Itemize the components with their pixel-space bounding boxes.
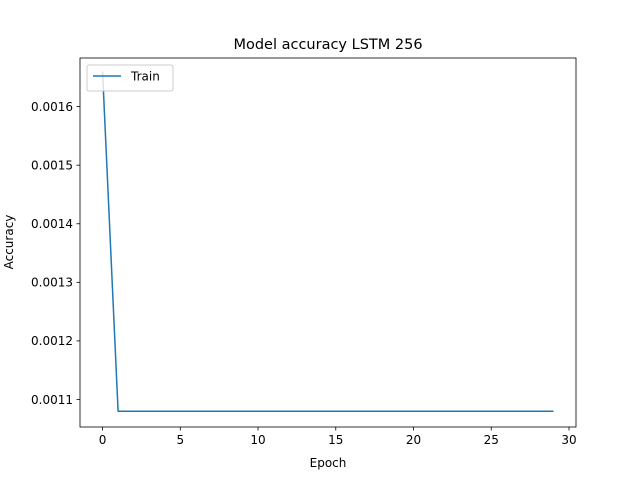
x-axis-label: Epoch xyxy=(310,456,347,470)
x-tick-label: 20 xyxy=(406,433,421,447)
y-tick-label: 0.0011 xyxy=(31,393,73,407)
series-line-train xyxy=(101,71,554,412)
y-axis-label: Accuracy xyxy=(2,215,16,270)
chart-title: Model accuracy LSTM 256 xyxy=(233,37,422,53)
x-axis-ticks: 0 5 10 15 20 25 30 xyxy=(99,427,577,447)
y-tick-label: 0.0013 xyxy=(31,276,73,290)
plot-area-frame xyxy=(79,57,577,428)
y-tick-label: 0.0012 xyxy=(31,334,73,348)
x-tick-label: 25 xyxy=(484,433,499,447)
y-tick-label: 0.0014 xyxy=(31,217,73,231)
legend-label-train: Train xyxy=(130,70,160,84)
y-tick-label: 0.0015 xyxy=(31,158,73,172)
y-axis-ticks: 0.0011 0.0012 0.0013 0.0014 0.0015 0.0016 xyxy=(31,100,80,407)
legend-box xyxy=(86,64,174,92)
legend: Train xyxy=(86,64,174,92)
x-tick-label: 10 xyxy=(250,433,265,447)
x-tick-label: 0 xyxy=(99,433,107,447)
series-layer xyxy=(101,71,554,412)
x-tick-label: 15 xyxy=(328,433,343,447)
y-tick-label: 0.0016 xyxy=(31,100,73,114)
x-tick-label: 30 xyxy=(561,433,576,447)
x-tick-label: 5 xyxy=(176,433,184,447)
